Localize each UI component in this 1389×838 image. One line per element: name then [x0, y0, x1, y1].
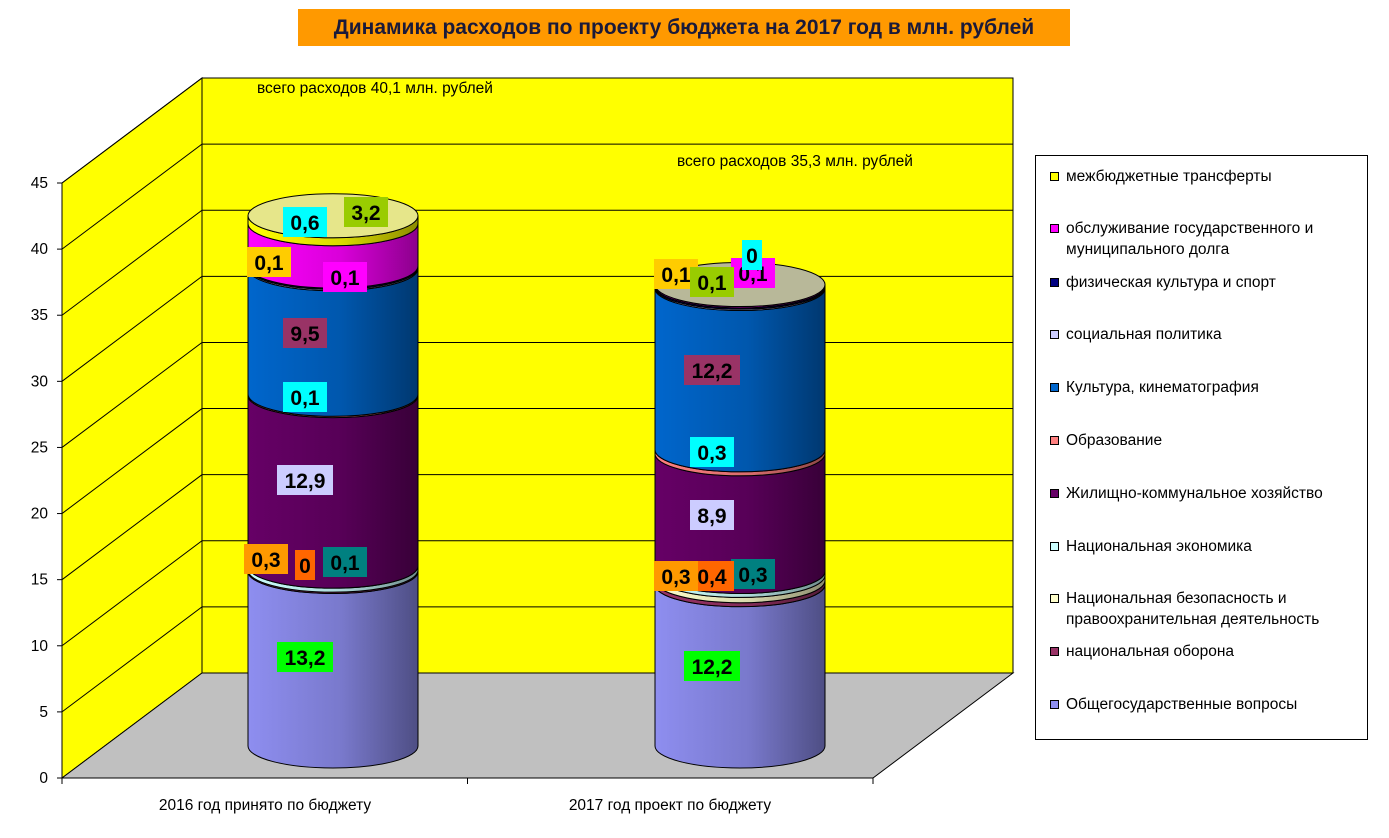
y-tick-label: 35 [31, 307, 48, 324]
y-tick-label: 20 [31, 506, 49, 523]
data-label-bg [690, 500, 734, 530]
data-label: 12,9 [285, 470, 326, 493]
data-label: 0,1 [661, 264, 691, 287]
legend-swatch [1050, 594, 1059, 603]
data-label-bg [742, 240, 762, 270]
data-label-bg [277, 642, 333, 672]
legend-label: национальная оборона [1066, 643, 1235, 660]
y-tick-label: 30 [31, 373, 49, 390]
data-label-bg [295, 550, 315, 580]
legend-label: межбюджетные трансферты [1066, 168, 1272, 185]
data-label-bg [731, 559, 775, 589]
data-label-bg [323, 547, 367, 577]
data-label-bg [344, 197, 388, 227]
data-label-bg [247, 247, 291, 277]
legend-swatch [1050, 700, 1059, 709]
data-label-bg [277, 465, 333, 495]
legend-label: физическая культура и спорт [1066, 274, 1276, 291]
legend-swatch [1050, 489, 1059, 498]
data-label-bg [244, 544, 288, 574]
gridline [61, 143, 1013, 250]
data-label: 12,2 [692, 656, 733, 679]
legend-label: Образование [1066, 432, 1163, 449]
legend-label: обслуживание государственного и муниципа… [1066, 220, 1314, 258]
legend-label: Национальная безопасность и правоохранит… [1066, 590, 1320, 628]
y-tick-label: 45 [31, 175, 48, 192]
y-tick-label: 25 [31, 439, 48, 456]
data-labels-group: 13,2 0,1 0 0,3 12,9 0,1 9,5 0,1 0,1 3,2 0,6 всего р… [244, 80, 913, 681]
y-tick-label: 10 [31, 638, 49, 655]
chart-walls [60, 77, 1015, 779]
data-label: 0,4 [697, 566, 727, 589]
legend-label: Культура, кинематография [1066, 379, 1259, 396]
y-tick-label: 5 [39, 704, 48, 721]
total-label: всего расходов 40,1 млн. рублей [257, 80, 493, 97]
x-axis-labels: 2016 год принято по бюджету 2017 год прое… [159, 797, 772, 814]
chart-title: Динамика расходов по проекту бюджета на … [298, 9, 1070, 46]
legend-swatch [1050, 383, 1059, 392]
data-label-bg [323, 262, 367, 292]
data-label: 0,3 [251, 549, 280, 572]
legend-swatch [1050, 436, 1059, 445]
data-label-bg [690, 437, 734, 467]
floor [60, 672, 1015, 779]
data-label: 0,1 [697, 272, 727, 295]
data-label: 0,3 [738, 564, 767, 587]
data-label: 0,3 [661, 566, 690, 589]
data-label: 9,5 [290, 323, 320, 346]
legend-swatch [1050, 224, 1059, 233]
data-label: 0,3 [697, 442, 726, 465]
legend-swatch [1050, 647, 1059, 656]
legend-label: Общегосударственные вопросы [1066, 696, 1298, 713]
data-label-bg [283, 382, 327, 412]
data-label-bg [684, 651, 740, 681]
data-label: 0,6 [290, 212, 319, 235]
side-wall [61, 77, 203, 779]
legend-swatch [1050, 172, 1059, 181]
legend-label: Национальная экономика [1066, 538, 1252, 555]
data-label: 0 [299, 555, 311, 578]
bar-top-cap [247, 193, 419, 239]
y-tick-label: 40 [31, 241, 49, 258]
data-label-bg [283, 318, 327, 348]
y-tick-label: 15 [31, 572, 48, 589]
data-label: 3,2 [351, 202, 380, 225]
data-label: 0,1 [330, 552, 360, 575]
x-tick-label: 2016 год принято по бюджету [159, 797, 371, 814]
legend-label: Жилищно-коммунальное хозяйство [1066, 485, 1323, 502]
gridline [61, 77, 1013, 184]
legend-swatch [1050, 278, 1059, 287]
legend-swatch [1050, 542, 1059, 551]
legend-label: социальная политика [1066, 326, 1222, 343]
y-tick-label: 0 [39, 770, 48, 787]
data-label: 12,2 [692, 360, 733, 383]
data-label: 0,1 [330, 267, 360, 290]
data-label-bg [283, 207, 327, 237]
data-label-bg [654, 561, 698, 591]
y-axis: 0 5 10 15 20 25 30 35 40 45 [31, 175, 874, 787]
data-label: 0,1 [254, 252, 284, 275]
data-label-bg [684, 355, 740, 385]
x-tick-label: 2017 год проект по бюджету [569, 797, 772, 814]
data-label: 0 [746, 245, 758, 268]
chart-legend: межбюджетные трансферты обслуживание госу… [1035, 155, 1368, 740]
legend-swatch [1050, 330, 1059, 339]
data-label-bg [690, 267, 734, 297]
total-label: всего расходов 35,3 млн. рублей [677, 153, 913, 170]
data-label: 13,2 [285, 647, 326, 670]
gridline [61, 209, 1013, 316]
data-label: 8,9 [697, 505, 726, 528]
data-label: 0,1 [290, 387, 320, 410]
